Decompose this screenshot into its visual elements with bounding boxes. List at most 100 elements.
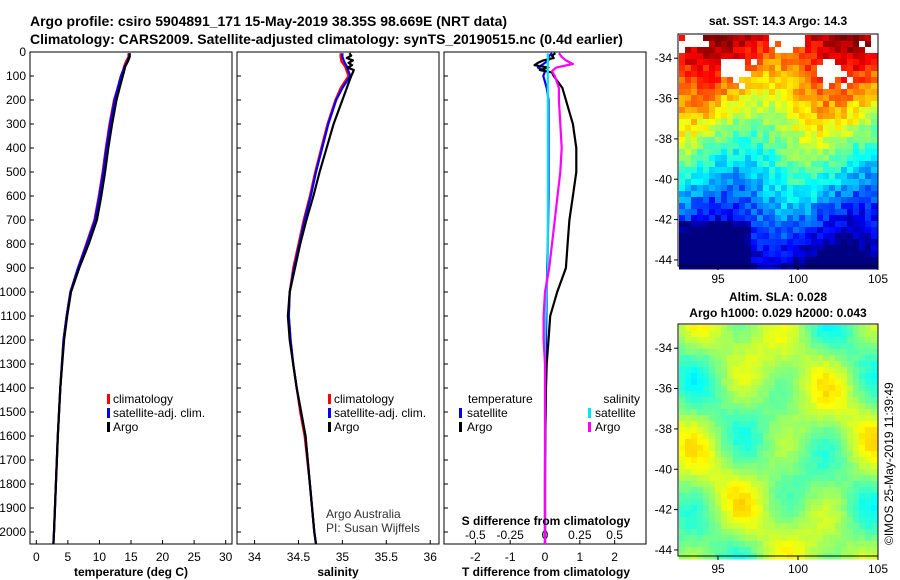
sla-cell <box>871 505 878 512</box>
sla-cell <box>775 463 782 470</box>
sst-cell <box>823 245 830 252</box>
sst-cell <box>733 179 740 186</box>
sst-cell <box>751 227 758 234</box>
sla-cell <box>763 409 770 416</box>
sla-cell <box>829 391 836 398</box>
sla-cell <box>817 517 824 524</box>
sst-cell <box>733 71 740 78</box>
sst-cell <box>685 143 692 150</box>
sst-cell <box>763 173 770 180</box>
sla-cell <box>697 499 704 506</box>
sla-cell <box>853 493 860 500</box>
sla-cell <box>853 415 860 422</box>
sst-cell <box>847 251 854 258</box>
sla-cell <box>739 523 746 530</box>
sla-cell <box>697 397 704 404</box>
sst-cell <box>721 131 728 138</box>
sst-cell <box>811 59 818 66</box>
sst-cell <box>691 257 698 264</box>
sst-cell <box>757 89 764 96</box>
sst-cell <box>727 221 734 228</box>
sla-cell <box>727 421 734 428</box>
sst-cell <box>847 239 854 246</box>
sla-cell <box>805 541 812 548</box>
sst-cell <box>757 137 764 144</box>
sst-cell <box>727 173 734 180</box>
sla-cell <box>853 421 860 428</box>
sla-cell <box>757 499 764 506</box>
sla-cell <box>817 343 824 350</box>
sla-cell <box>847 469 854 476</box>
sst-cell <box>739 119 746 126</box>
sla-cell <box>817 421 824 428</box>
sst-cell <box>757 119 764 126</box>
sst-cell <box>685 65 692 72</box>
sla-cell <box>853 385 860 392</box>
sst-cell <box>775 143 782 150</box>
sst-cell <box>757 53 764 60</box>
sla-cell <box>853 511 860 518</box>
sst-cell <box>733 143 740 150</box>
sla-cell <box>865 331 872 338</box>
sst-cell <box>775 83 782 90</box>
sla-cell <box>679 505 686 512</box>
sst-cell <box>715 125 722 132</box>
sst-cell <box>745 221 752 228</box>
sla-cell <box>763 487 770 494</box>
sla-cell <box>691 517 698 524</box>
sla-cell <box>829 535 836 542</box>
sla-cell <box>847 343 854 350</box>
sla-cell <box>757 463 764 470</box>
sla-cell <box>835 505 842 512</box>
sla-cell <box>871 415 878 422</box>
sla-cell <box>715 523 722 530</box>
sst-cell <box>703 59 710 66</box>
sla-cell <box>733 493 740 500</box>
sst-cell <box>853 227 860 234</box>
sla-cell <box>745 421 752 428</box>
sla-cell <box>799 379 806 386</box>
sst-cell <box>811 173 818 180</box>
sla-cell <box>733 391 740 398</box>
sst-cell <box>787 197 794 204</box>
sla-cell <box>721 343 728 350</box>
sla-cell <box>745 445 752 452</box>
sla-cell <box>793 511 800 518</box>
sla-cell <box>859 409 866 416</box>
sst-cell <box>715 83 722 90</box>
sst-cell <box>817 89 824 96</box>
sst-cell <box>715 257 722 264</box>
sst-cell <box>835 95 842 102</box>
legend-swatch-argo <box>328 422 331 432</box>
sst-cell <box>721 149 728 156</box>
sla-cell <box>721 451 728 458</box>
sla-cell <box>775 541 782 548</box>
sst-cell <box>763 35 770 42</box>
sla-cell <box>697 475 704 482</box>
sla-cell <box>739 487 746 494</box>
sla-cell <box>859 391 866 398</box>
sla-cell <box>835 397 842 404</box>
sla-cell <box>835 457 842 464</box>
sla-cell <box>865 457 872 464</box>
sst-cell <box>769 71 776 78</box>
sst-cell <box>871 257 878 264</box>
sla-cell <box>757 529 764 536</box>
sla-cell <box>841 475 848 482</box>
sla-cell <box>829 493 836 500</box>
sst-cell <box>805 125 812 132</box>
sla-cell <box>871 487 878 494</box>
sst-cell <box>817 227 824 234</box>
sst-cell <box>829 155 836 162</box>
sst-cell <box>799 221 806 228</box>
sla-cell <box>679 361 686 368</box>
sla-cell <box>811 445 818 452</box>
sst-cell <box>823 125 830 132</box>
sst-cell <box>811 35 818 42</box>
sla-cell <box>679 379 686 386</box>
sla-cell <box>775 331 782 338</box>
sla-cell <box>871 499 878 506</box>
sst-cell <box>727 59 734 66</box>
sla-cell <box>721 325 728 332</box>
sla-cell <box>817 481 824 488</box>
